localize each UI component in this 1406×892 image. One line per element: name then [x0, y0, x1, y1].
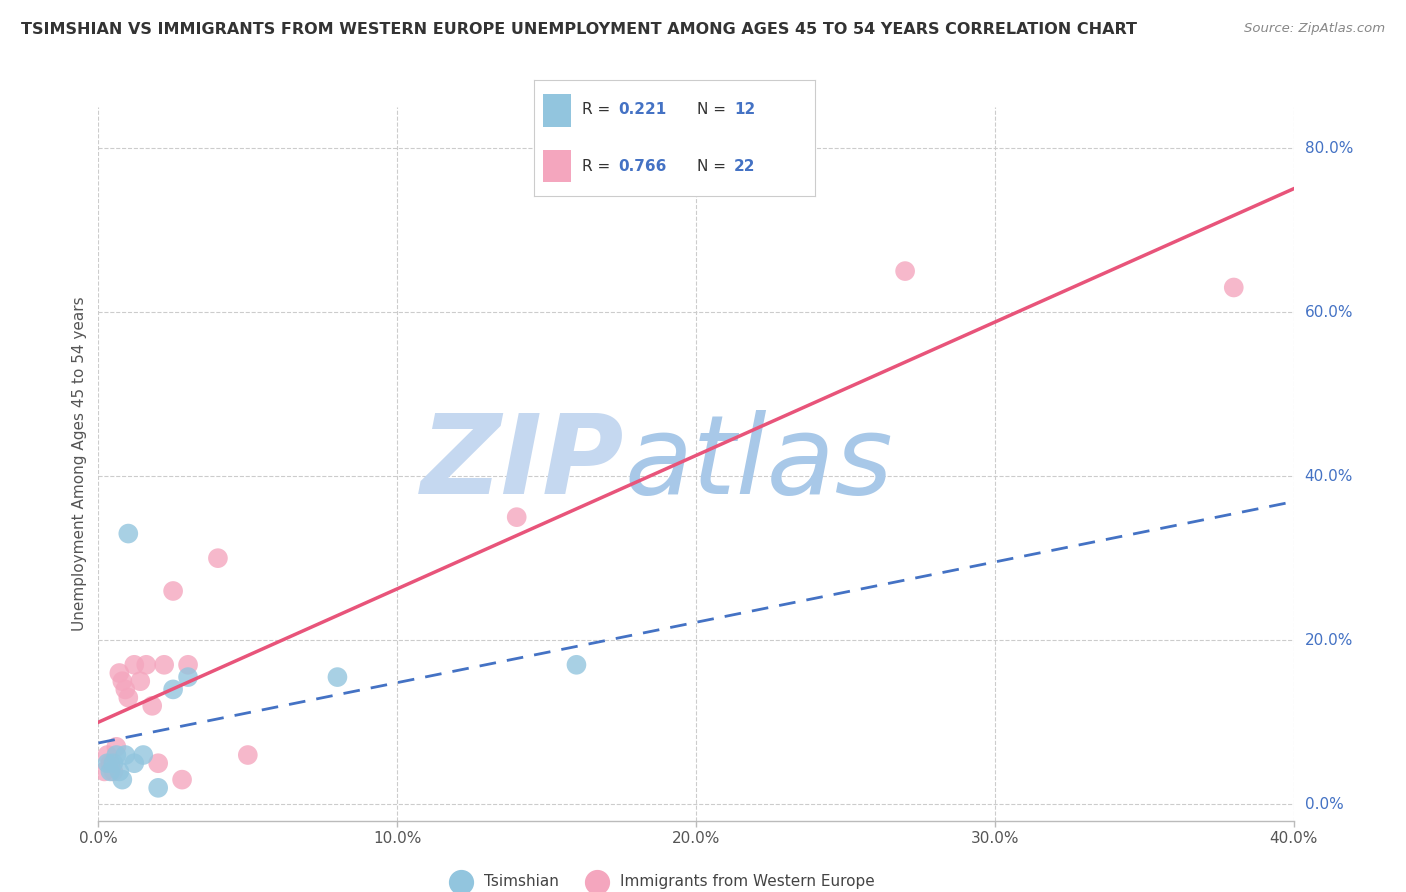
Point: [1223, 280, 1246, 294]
Legend: Tsimshian, Immigrants from Western Europe: Tsimshian, Immigrants from Western Europ…: [440, 868, 880, 892]
Point: [111, 772, 134, 787]
Point: [105, 739, 128, 754]
Text: Source: ZipAtlas.com: Source: ZipAtlas.com: [1244, 22, 1385, 36]
Point: [96, 747, 118, 762]
Point: [141, 698, 163, 713]
Point: [207, 551, 229, 566]
Point: [103, 764, 125, 779]
Text: N =: N =: [697, 103, 731, 118]
Point: [114, 747, 136, 762]
Text: 0.766: 0.766: [619, 159, 666, 174]
Point: [148, 756, 170, 771]
Point: [153, 657, 176, 672]
Point: [565, 657, 588, 672]
Point: [105, 747, 128, 762]
Point: [111, 674, 134, 689]
Text: 80.0%: 80.0%: [1305, 141, 1353, 155]
Point: [114, 682, 136, 697]
Point: [172, 772, 194, 787]
Text: 0.221: 0.221: [619, 103, 666, 118]
FancyBboxPatch shape: [543, 95, 571, 127]
Point: [148, 780, 170, 795]
Point: [236, 747, 259, 762]
Text: 0.0%: 0.0%: [1305, 797, 1343, 812]
Point: [177, 670, 200, 684]
Point: [132, 747, 155, 762]
Point: [129, 674, 152, 689]
Point: [117, 690, 139, 705]
Point: [135, 657, 157, 672]
Text: 60.0%: 60.0%: [1305, 304, 1353, 319]
Text: 22: 22: [734, 159, 755, 174]
Text: 12: 12: [734, 103, 755, 118]
Point: [117, 526, 139, 541]
Point: [124, 756, 146, 771]
Point: [93, 764, 115, 779]
Text: 20.0%: 20.0%: [1305, 632, 1353, 648]
Text: N =: N =: [697, 159, 731, 174]
Point: [506, 510, 529, 524]
Text: atlas: atlas: [624, 410, 893, 517]
Text: R =: R =: [582, 103, 616, 118]
Point: [162, 682, 184, 697]
Text: 40.0%: 40.0%: [1305, 468, 1353, 483]
Point: [124, 657, 146, 672]
Point: [108, 665, 131, 680]
Point: [96, 756, 118, 771]
Point: [98, 764, 122, 779]
Text: TSIMSHIAN VS IMMIGRANTS FROM WESTERN EUROPE UNEMPLOYMENT AMONG AGES 45 TO 54 YEA: TSIMSHIAN VS IMMIGRANTS FROM WESTERN EUR…: [21, 22, 1137, 37]
Point: [98, 756, 122, 771]
Point: [103, 756, 125, 771]
Text: R =: R =: [582, 159, 616, 174]
Point: [894, 264, 917, 278]
Point: [326, 670, 349, 684]
Text: ZIP: ZIP: [420, 410, 624, 517]
Point: [162, 584, 184, 599]
Point: [108, 764, 131, 779]
Point: [177, 657, 200, 672]
Y-axis label: Unemployment Among Ages 45 to 54 years: Unemployment Among Ages 45 to 54 years: [72, 296, 87, 632]
FancyBboxPatch shape: [543, 150, 571, 182]
